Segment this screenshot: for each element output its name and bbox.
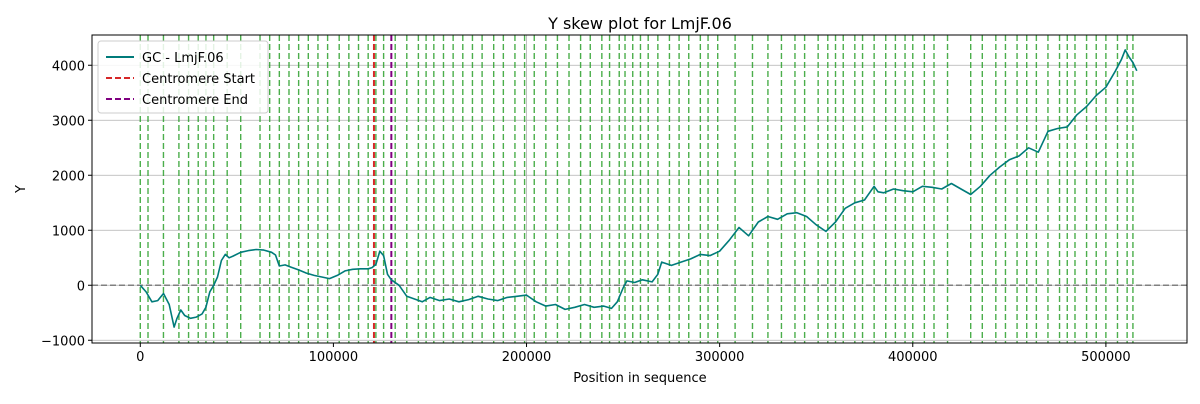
x-tick-label: 200000 [502, 350, 552, 365]
legend-label-centromere-start: Centromere Start [142, 72, 255, 87]
legend-label-centromere-end: Centromere End [142, 93, 248, 108]
ticks-layer: 0 100000 200000 300000 400000 500000 −1000 0 100… [41, 59, 1131, 365]
legend-label-gc: GC - LmjF.06 [142, 51, 224, 66]
legend-box [97, 40, 269, 114]
marker-lines-layer [92, 35, 1187, 343]
x-tick-label: 300000 [695, 350, 745, 365]
y-tick-label: −1000 [41, 334, 85, 349]
y-tick-label: 3000 [52, 114, 85, 129]
x-tick-label: 400000 [888, 350, 938, 365]
y-tick-label: 1000 [52, 224, 85, 239]
x-tick-label: 500000 [1081, 350, 1131, 365]
series-layer [139, 49, 1138, 328]
x-axis-label: Position in sequence [573, 371, 706, 386]
x-tick-label: 0 [136, 350, 144, 365]
y-tick-label: 2000 [52, 169, 85, 184]
legend: GC - LmjF.06 Centromere Start Centromere… [97, 40, 269, 114]
y-tick-label: 0 [77, 279, 85, 294]
y-axis-label: Y [14, 185, 29, 194]
series-line-gc [139, 49, 1138, 328]
chart-title: Y skew plot for LmjF.06 [547, 14, 732, 33]
y-tick-label: 4000 [52, 59, 85, 74]
x-tick-label: 100000 [309, 350, 359, 365]
plot-frame [91, 34, 1188, 344]
